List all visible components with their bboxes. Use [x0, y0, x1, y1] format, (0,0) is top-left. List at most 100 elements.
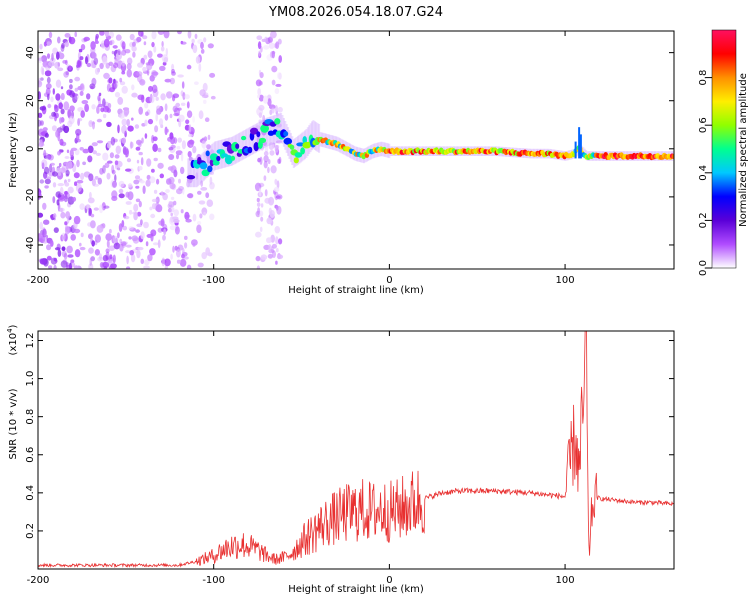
noise-speck: [149, 75, 155, 82]
noise-speck: [112, 80, 118, 84]
noise-speck: [118, 193, 125, 199]
noise-speck: [42, 127, 48, 132]
noise-speck: [101, 202, 106, 211]
noise-speck: [152, 136, 158, 142]
noise-speck: [66, 217, 70, 224]
noise-speck: [39, 258, 46, 265]
noise-speck: [143, 221, 149, 229]
noise-speck: [187, 151, 192, 158]
noise-speck: [197, 190, 202, 195]
trace-halo: [216, 140, 219, 170]
noise-speck: [163, 228, 167, 236]
trace-halo: [271, 115, 274, 145]
noise-speck: [178, 114, 185, 123]
noise-speck: [255, 255, 261, 262]
noise-speck: [112, 45, 118, 49]
noise-speck: [126, 158, 132, 163]
noise-speck: [39, 221, 43, 230]
trace-halo: [306, 127, 309, 156]
noise-speck: [106, 121, 112, 127]
noise-speck: [186, 110, 193, 118]
noise-speck: [207, 252, 213, 257]
noise-speck: [164, 103, 168, 112]
noise-speck: [46, 244, 52, 251]
noise-speck: [89, 191, 92, 199]
noise-speck: [160, 93, 166, 101]
noise-speck: [58, 197, 65, 202]
noise-speck: [46, 53, 51, 59]
noise-speck: [79, 147, 84, 151]
snr-frame: [37, 330, 675, 570]
noise-speck: [127, 57, 133, 65]
colorbar-gradient: [711, 29, 737, 269]
noise-speck: [70, 147, 78, 151]
noise-speck: [53, 213, 57, 219]
noise-speck: [278, 156, 282, 164]
noise-speck: [140, 219, 143, 226]
noise-speck: [127, 183, 133, 188]
noise-speck: [188, 139, 195, 145]
noise-speck: [182, 92, 186, 100]
noise-speck: [135, 185, 140, 189]
noise-speck: [57, 67, 64, 72]
noise-speck: [148, 85, 153, 92]
noise-speck: [155, 96, 159, 101]
noise-speck: [106, 239, 110, 248]
noise-speck: [277, 106, 283, 113]
noise-speck: [99, 253, 102, 261]
snr-x-ticks: -200 -100 0 100: [27, 331, 575, 586]
noise-speck: [104, 162, 110, 169]
noise-speck: [176, 259, 181, 264]
noise-speck: [194, 33, 198, 39]
noise-speck: [50, 214, 53, 219]
trace-halo: [299, 133, 302, 163]
noise-speck: [174, 245, 178, 251]
noise-speck: [162, 234, 166, 241]
noise-speck: [57, 150, 61, 156]
noise-speck: [74, 249, 81, 258]
noise-speck: [165, 189, 170, 193]
noise-speck: [274, 226, 281, 234]
noise-speck: [147, 254, 153, 262]
trace-halo: [274, 114, 277, 144]
noise-speck: [125, 201, 132, 205]
noise-speck: [173, 137, 178, 144]
noise-speck: [45, 87, 51, 96]
noise-speck: [256, 197, 260, 203]
noise-speck: [102, 55, 108, 65]
noise-speck: [169, 182, 176, 190]
noise-speck: [260, 254, 268, 260]
trace-blob: [205, 150, 210, 157]
noise-speck: [117, 167, 121, 171]
noise-speck: [274, 144, 279, 153]
noise-speck: [84, 103, 89, 113]
noise-speck: [267, 98, 272, 107]
noise-speck: [94, 40, 99, 44]
noise-speck: [257, 41, 262, 50]
spectrogram-trace: [186, 112, 674, 188]
noise-speck: [258, 119, 263, 124]
noise-speck: [191, 239, 198, 246]
noise-speck: [40, 131, 46, 136]
noise-speck: [38, 212, 44, 218]
noise-speck: [192, 213, 197, 222]
noise-speck: [109, 152, 114, 159]
noise-speck: [180, 102, 186, 107]
noise-speck: [269, 150, 275, 156]
noise-speck: [271, 107, 275, 114]
noise-speck: [180, 209, 184, 214]
noise-speck: [188, 156, 193, 161]
noise-speck: [174, 226, 180, 235]
trace-blob: [201, 169, 210, 177]
noise-speck: [52, 88, 55, 95]
noise-speck: [45, 83, 52, 90]
noise-speck: [206, 199, 214, 207]
noise-speck: [72, 94, 78, 104]
x-tick-label: 0: [386, 275, 392, 286]
noise-speck: [67, 186, 74, 194]
noise-speck: [44, 178, 51, 185]
trace-halo: [254, 123, 257, 153]
noise-speck: [276, 254, 284, 260]
noise-speck: [150, 213, 156, 219]
spectrogram-noise: [38, 31, 284, 269]
